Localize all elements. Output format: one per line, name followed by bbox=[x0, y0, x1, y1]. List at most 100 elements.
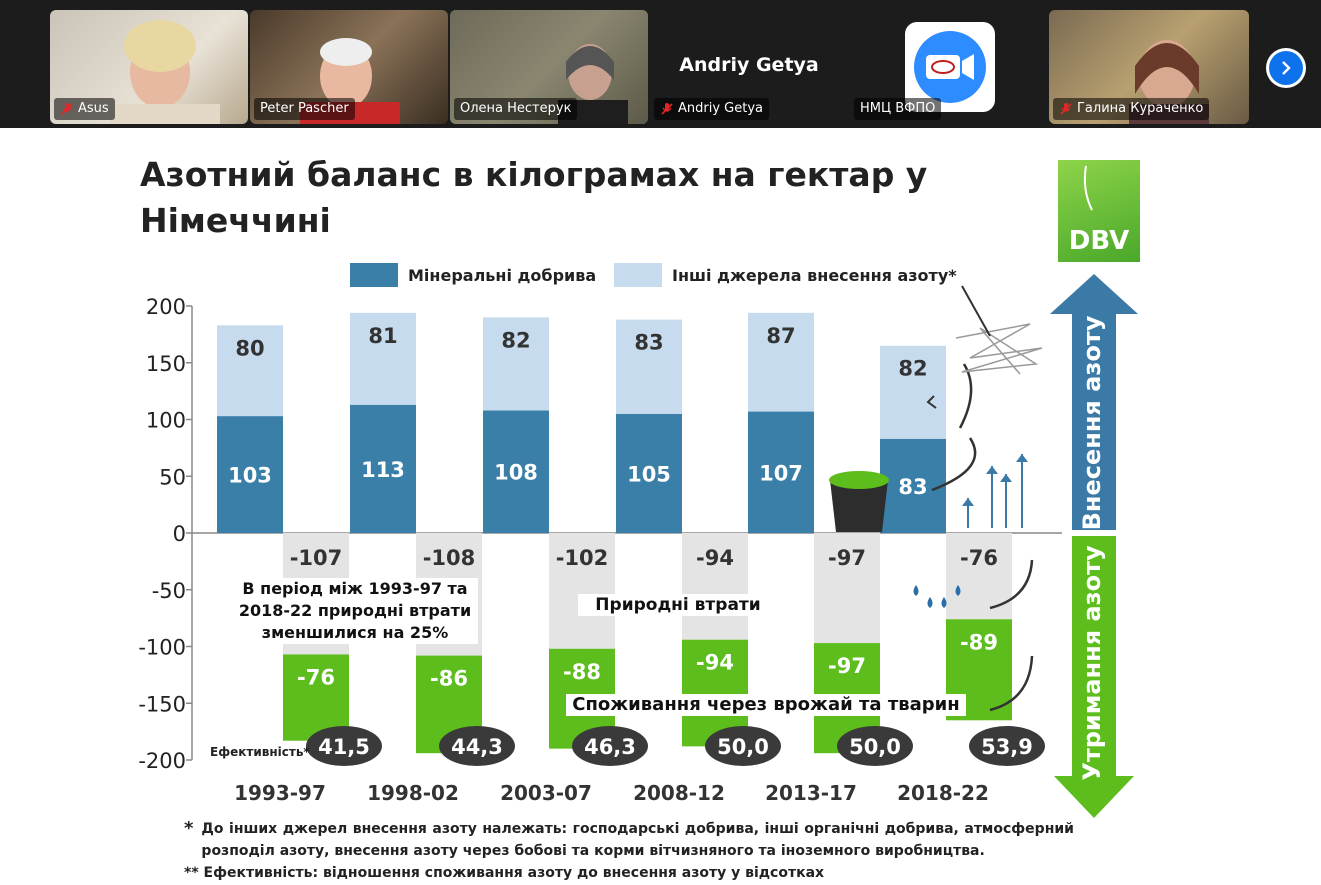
legend-item-other: Інші джерела внесення азоту* bbox=[614, 262, 957, 288]
bar-consumption-label: -86 bbox=[430, 667, 468, 691]
footnote-1: * До інших джерел внесення азоту належат… bbox=[184, 818, 1074, 862]
bar-natural-losses bbox=[549, 533, 615, 649]
bar-natural-losses bbox=[682, 533, 748, 640]
participant-name-bar: Andriy Getya bbox=[654, 98, 769, 120]
bar-natural-losses-label: -102 bbox=[556, 546, 609, 570]
x-category-label: 2018-22 bbox=[897, 781, 989, 805]
upward-arrow-head-icon bbox=[1016, 454, 1028, 462]
mic-muted-icon bbox=[61, 103, 73, 115]
participant-name-bar: Галина Кураченко bbox=[1053, 98, 1210, 120]
participant-name: Галина Кураченко bbox=[1077, 101, 1204, 116]
efficiency-label: Ефективність* bbox=[210, 745, 310, 759]
water-drop-icon bbox=[955, 585, 961, 596]
efficiency-badge bbox=[969, 726, 1045, 766]
bar-natural-losses-label: -107 bbox=[290, 546, 343, 570]
straw-icon bbox=[955, 323, 1043, 375]
participant-tile[interactable]: Asus bbox=[50, 10, 248, 124]
water-drop-icon bbox=[927, 597, 933, 608]
participant-tile[interactable]: НМЦ ВФПО bbox=[850, 10, 1048, 124]
x-category-label: 1998-02 bbox=[367, 781, 459, 805]
bar-mineral-label: 113 bbox=[361, 458, 405, 482]
mic-muted-icon bbox=[1060, 103, 1072, 115]
bar-consumption-label: -94 bbox=[696, 651, 734, 675]
nitrogen-balance-chart: 200 150 100 50 0 -50 -100 -150 -200 103 80 -107 -76 4… bbox=[138, 274, 1138, 818]
efficiency-badge bbox=[837, 726, 913, 766]
chevron-right-icon bbox=[1282, 61, 1291, 75]
bar-other-label: 80 bbox=[235, 336, 264, 360]
y-tick-label: 0 bbox=[173, 522, 186, 546]
participant-name-bar: Peter Pascher bbox=[254, 98, 355, 120]
y-tick-label: -100 bbox=[138, 636, 186, 660]
y-tick-label: -50 bbox=[152, 579, 186, 603]
curved-arrow-icon bbox=[989, 559, 1034, 610]
x-category-label: 2003-07 bbox=[500, 781, 592, 805]
efficiency-value: 41,5 bbox=[318, 735, 370, 759]
participant-strip: Asus Peter Pascher Олена Нестерук Andriy… bbox=[0, 0, 1321, 128]
y-tick-label: -150 bbox=[138, 692, 186, 716]
bar-consumption-label: -88 bbox=[563, 660, 601, 684]
legend-item-mineral: Мінеральні добрива bbox=[350, 262, 596, 288]
bar-mineral bbox=[483, 410, 549, 533]
bar-other bbox=[217, 325, 283, 417]
bar-natural-losses bbox=[814, 533, 880, 644]
participant-name-bar: Олена Нестерук bbox=[454, 98, 578, 120]
upward-arrow-head-icon bbox=[1000, 474, 1012, 482]
bar-mineral bbox=[748, 411, 814, 533]
mic-muted-icon bbox=[661, 103, 673, 115]
legend-label: Мінеральні добрива bbox=[408, 265, 597, 285]
bar-other-label: 82 bbox=[501, 328, 530, 352]
participant-name-bar: Asus bbox=[54, 98, 115, 120]
fertilizer-bucket-icon bbox=[830, 480, 888, 532]
bar-mineral bbox=[217, 416, 283, 533]
y-tick-label: -200 bbox=[138, 749, 186, 773]
y-tick-label: 100 bbox=[146, 409, 186, 433]
efficiency-badge bbox=[439, 726, 515, 766]
zoom-avatar-icon bbox=[905, 22, 995, 112]
arrow-down-label: Утримання азоту bbox=[1078, 545, 1106, 781]
y-tick-label: 50 bbox=[159, 465, 186, 489]
curved-arrow-icon bbox=[989, 655, 1034, 712]
bar-natural-losses-label: -76 bbox=[960, 546, 998, 570]
fork-handle-icon bbox=[961, 285, 991, 337]
curved-arrow-icon bbox=[958, 363, 973, 429]
water-drop-icon bbox=[913, 585, 919, 596]
participant-tile[interactable]: Andriy Getya Andriy Getya bbox=[650, 10, 848, 124]
next-page-button[interactable] bbox=[1266, 48, 1306, 88]
legend-label: Інші джерела внесення азоту* bbox=[672, 265, 957, 285]
annotation-losses-change: В період між 1993-97 та 2018-22 природні… bbox=[232, 578, 478, 644]
participant-tile[interactable]: Галина Кураченко bbox=[1049, 10, 1249, 124]
bar-mineral-label: 83 bbox=[898, 475, 927, 499]
footnote-text: До інших джерел внесення азоту належать:… bbox=[201, 821, 1074, 859]
bar-other-label: 81 bbox=[368, 324, 397, 348]
curved-arrow-icon bbox=[931, 437, 977, 492]
arrow-up-icon bbox=[1050, 274, 1138, 530]
water-drop-icon bbox=[941, 597, 947, 608]
efficiency-value: 50,0 bbox=[849, 735, 901, 759]
participant-tile-active-speaker[interactable]: Олена Нестерук bbox=[450, 10, 648, 124]
arrow-down-icon bbox=[1054, 536, 1134, 818]
bar-other-label: 87 bbox=[766, 324, 795, 348]
bar-consumption-label: -97 bbox=[828, 654, 866, 678]
slide-title: Азотний баланс в кілограмах на гектар у … bbox=[140, 155, 928, 240]
efficiency-badge bbox=[572, 726, 648, 766]
efficiency-value: 44,3 bbox=[451, 735, 503, 759]
footnote-2: ** Ефективність: відношення споживання а… bbox=[184, 865, 825, 881]
legend-swatch bbox=[350, 263, 398, 287]
y-tick-label: 150 bbox=[146, 352, 186, 376]
participant-tile[interactable]: Peter Pascher bbox=[250, 10, 448, 124]
bar-consumption-label: -76 bbox=[297, 665, 335, 689]
bar-mineral-label: 105 bbox=[627, 462, 671, 486]
bar-other-label: 82 bbox=[898, 357, 927, 381]
logo-text: DBV bbox=[1068, 226, 1130, 256]
bar-mineral-label: 108 bbox=[494, 461, 538, 485]
bar-natural-losses-label: -94 bbox=[696, 546, 734, 570]
efficiency-badge bbox=[306, 726, 382, 766]
bar-mineral bbox=[350, 404, 416, 533]
bar-mineral bbox=[616, 413, 682, 533]
x-category-label: 2013-17 bbox=[765, 781, 857, 805]
upward-arrow-head-icon bbox=[962, 498, 974, 506]
upward-arrow-head-icon bbox=[986, 466, 998, 474]
bar-consumption-label: -89 bbox=[960, 630, 998, 654]
participant-name-bar: НМЦ ВФПО bbox=[854, 98, 942, 120]
participant-display-name: Andriy Getya bbox=[679, 54, 819, 76]
